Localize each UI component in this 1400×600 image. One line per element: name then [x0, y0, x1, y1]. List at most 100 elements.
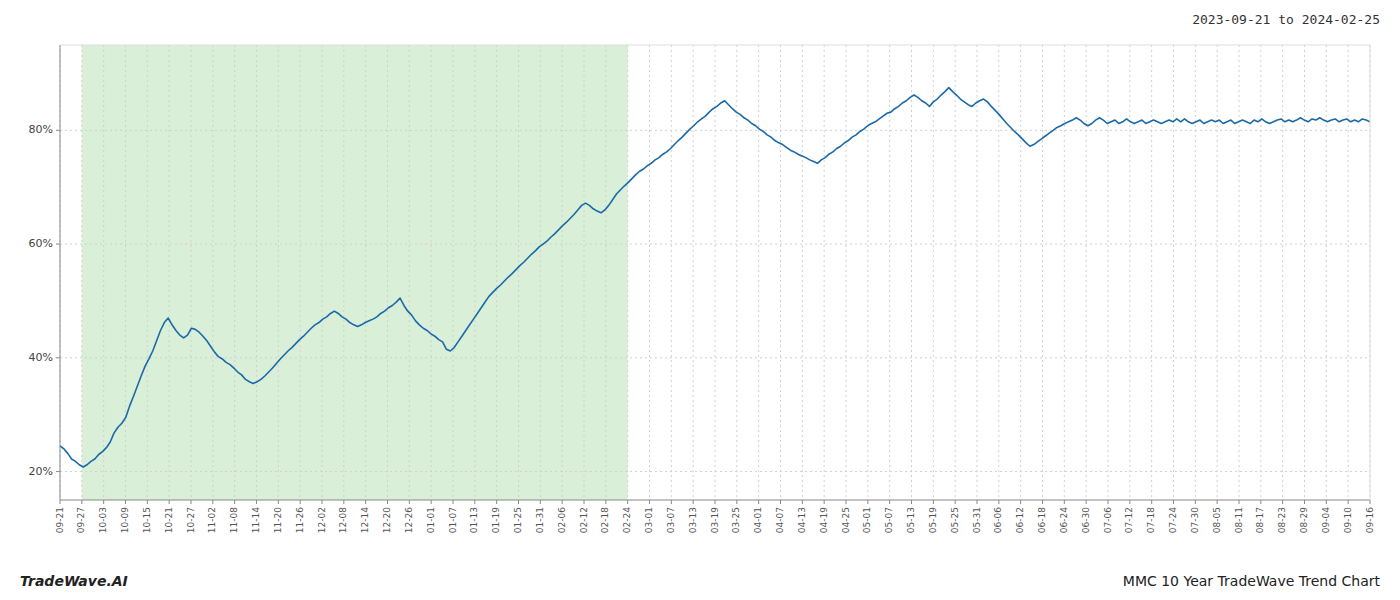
x-tick-label: 05-07 [884, 507, 894, 533]
x-grid-line [234, 45, 235, 500]
x-grid-line [977, 45, 978, 500]
x-grid-line [256, 45, 257, 500]
x-tick-label: 01-25 [513, 507, 523, 533]
x-grid-line [867, 45, 868, 500]
axes: 20%40%60%80%09-2109-2710-0310-0910-1510-… [29, 45, 1375, 533]
x-tick [758, 500, 759, 504]
x-grid-line [518, 45, 519, 500]
x-grid-line [1173, 45, 1174, 500]
x-tick [649, 500, 650, 504]
x-grid-line [1195, 45, 1196, 500]
x-tick-label: 05-25 [950, 507, 960, 533]
x-grid-line [60, 45, 61, 500]
y-tick [56, 471, 60, 472]
x-tick-label: 01-13 [469, 507, 479, 533]
plot-frame-top [60, 45, 1370, 46]
x-grid-line [1064, 45, 1065, 500]
y-tick [56, 357, 60, 358]
y-axis-line [60, 45, 61, 500]
y-grid-line [60, 357, 1370, 358]
x-tick-label: 08-11 [1234, 507, 1244, 533]
x-tick [540, 500, 541, 504]
x-tick [693, 500, 694, 504]
x-grid-line [1260, 45, 1261, 500]
x-tick-label: 05-01 [862, 507, 872, 533]
x-grid-line [191, 45, 192, 500]
x-tick-label: 10-27 [186, 507, 196, 533]
x-tick-label: 05-31 [972, 507, 982, 533]
y-grid-line [60, 244, 1370, 245]
x-tick [780, 500, 781, 504]
x-tick-label: 11-14 [251, 507, 261, 533]
x-tick-label: 08-17 [1255, 507, 1265, 533]
x-tick [802, 500, 803, 504]
x-grid-line [1217, 45, 1218, 500]
x-grid-line [409, 45, 410, 500]
x-tick-label: 01-07 [448, 507, 458, 533]
x-grid-line [671, 45, 672, 500]
x-tick-label: 02-12 [579, 507, 589, 533]
y-tick [56, 244, 60, 245]
x-grid-line [81, 45, 82, 500]
y-tick-label: 60% [29, 237, 53, 250]
x-tick [1348, 500, 1349, 504]
x-grid-line [802, 45, 803, 500]
x-tick-label: 10-03 [98, 507, 108, 533]
x-grid-line [540, 45, 541, 500]
x-grid-line [1348, 45, 1349, 500]
subtitle: 2023-09-21 to 2024-02-25 [1192, 12, 1380, 27]
y-tick [56, 130, 60, 131]
x-tick [1129, 500, 1130, 504]
x-grid-line [103, 45, 104, 500]
x-grid-line [584, 45, 585, 500]
x-tick-label: 12-08 [338, 507, 348, 533]
x-grid-line [693, 45, 694, 500]
x-tick [496, 500, 497, 504]
x-tick [1217, 500, 1218, 504]
x-tick [212, 500, 213, 504]
x-grid-line [1086, 45, 1087, 500]
x-tick-label: 09-27 [76, 507, 86, 533]
x-tick-label: 09-16 [1365, 507, 1375, 533]
x-tick-label: 10-09 [120, 507, 130, 533]
x-grid-line [933, 45, 934, 500]
x-tick-label: 06-24 [1059, 507, 1069, 533]
x-tick [365, 500, 366, 504]
x-grid-line [147, 45, 148, 500]
x-tick [256, 500, 257, 504]
x-grid-line [1042, 45, 1043, 500]
x-grid-line [278, 45, 279, 500]
x-grid-line [365, 45, 366, 500]
y-tick-label: 20% [29, 465, 53, 478]
x-tick [147, 500, 148, 504]
x-tick-label: 11-26 [295, 507, 305, 533]
x-tick [1304, 500, 1305, 504]
x-tick-label: 12-02 [317, 507, 327, 533]
x-tick-label: 07-06 [1103, 507, 1113, 533]
x-tick [584, 500, 585, 504]
x-grid-line [212, 45, 213, 500]
x-tick [889, 500, 890, 504]
x-grid-line [649, 45, 650, 500]
x-tick [824, 500, 825, 504]
x-tick-label: 12-20 [382, 507, 392, 533]
x-tick [278, 500, 279, 504]
x-tick-label: 08-29 [1299, 507, 1309, 533]
x-tick-label: 08-23 [1277, 507, 1287, 533]
x-tick-label: 03-13 [688, 507, 698, 533]
x-tick-label: 05-19 [928, 507, 938, 533]
x-tick-label: 04-01 [753, 507, 763, 533]
x-grid-line [474, 45, 475, 500]
x-tick [998, 500, 999, 504]
x-tick-label: 01-01 [426, 507, 436, 533]
x-tick [387, 500, 388, 504]
x-grid-line [846, 45, 847, 500]
x-tick-label: 02-24 [622, 507, 632, 533]
x-tick-label: 03-07 [666, 507, 676, 533]
x-tick-label: 12-14 [360, 507, 370, 533]
x-tick-label: 12-26 [404, 507, 414, 533]
x-tick [911, 500, 912, 504]
x-grid-line [715, 45, 716, 500]
x-tick [518, 500, 519, 504]
x-tick [234, 500, 235, 504]
